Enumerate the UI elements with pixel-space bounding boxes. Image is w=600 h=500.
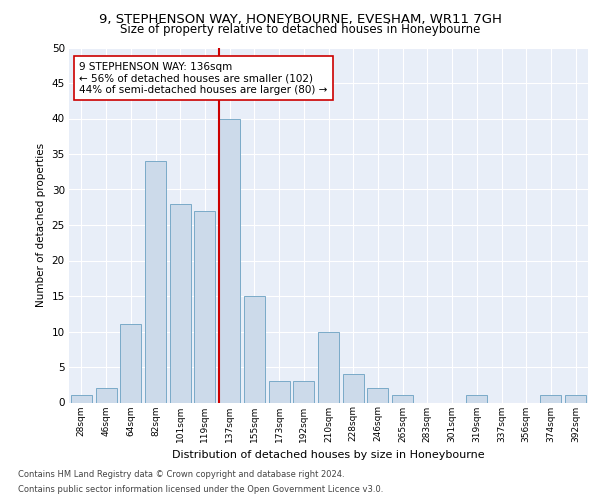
Bar: [269, 381, 290, 402]
Bar: [244, 296, 265, 403]
Bar: [392, 396, 413, 402]
Text: Contains public sector information licensed under the Open Government Licence v3: Contains public sector information licen…: [18, 485, 383, 494]
Bar: [541, 396, 562, 402]
Bar: [343, 374, 364, 402]
Bar: [219, 118, 240, 403]
Bar: [565, 396, 586, 402]
X-axis label: Distribution of detached houses by size in Honeybourne: Distribution of detached houses by size …: [172, 450, 485, 460]
Bar: [194, 211, 215, 402]
Bar: [95, 388, 116, 402]
Bar: [170, 204, 191, 402]
Bar: [466, 396, 487, 402]
Y-axis label: Number of detached properties: Number of detached properties: [36, 143, 46, 307]
Bar: [293, 381, 314, 402]
Text: Contains HM Land Registry data © Crown copyright and database right 2024.: Contains HM Land Registry data © Crown c…: [18, 470, 344, 479]
Text: 9, STEPHENSON WAY, HONEYBOURNE, EVESHAM, WR11 7GH: 9, STEPHENSON WAY, HONEYBOURNE, EVESHAM,…: [98, 12, 502, 26]
Bar: [367, 388, 388, 402]
Bar: [120, 324, 141, 402]
Bar: [145, 161, 166, 402]
Text: 9 STEPHENSON WAY: 136sqm
← 56% of detached houses are smaller (102)
44% of semi-: 9 STEPHENSON WAY: 136sqm ← 56% of detach…: [79, 62, 328, 95]
Bar: [318, 332, 339, 402]
Bar: [71, 396, 92, 402]
Text: Size of property relative to detached houses in Honeybourne: Size of property relative to detached ho…: [120, 22, 480, 36]
